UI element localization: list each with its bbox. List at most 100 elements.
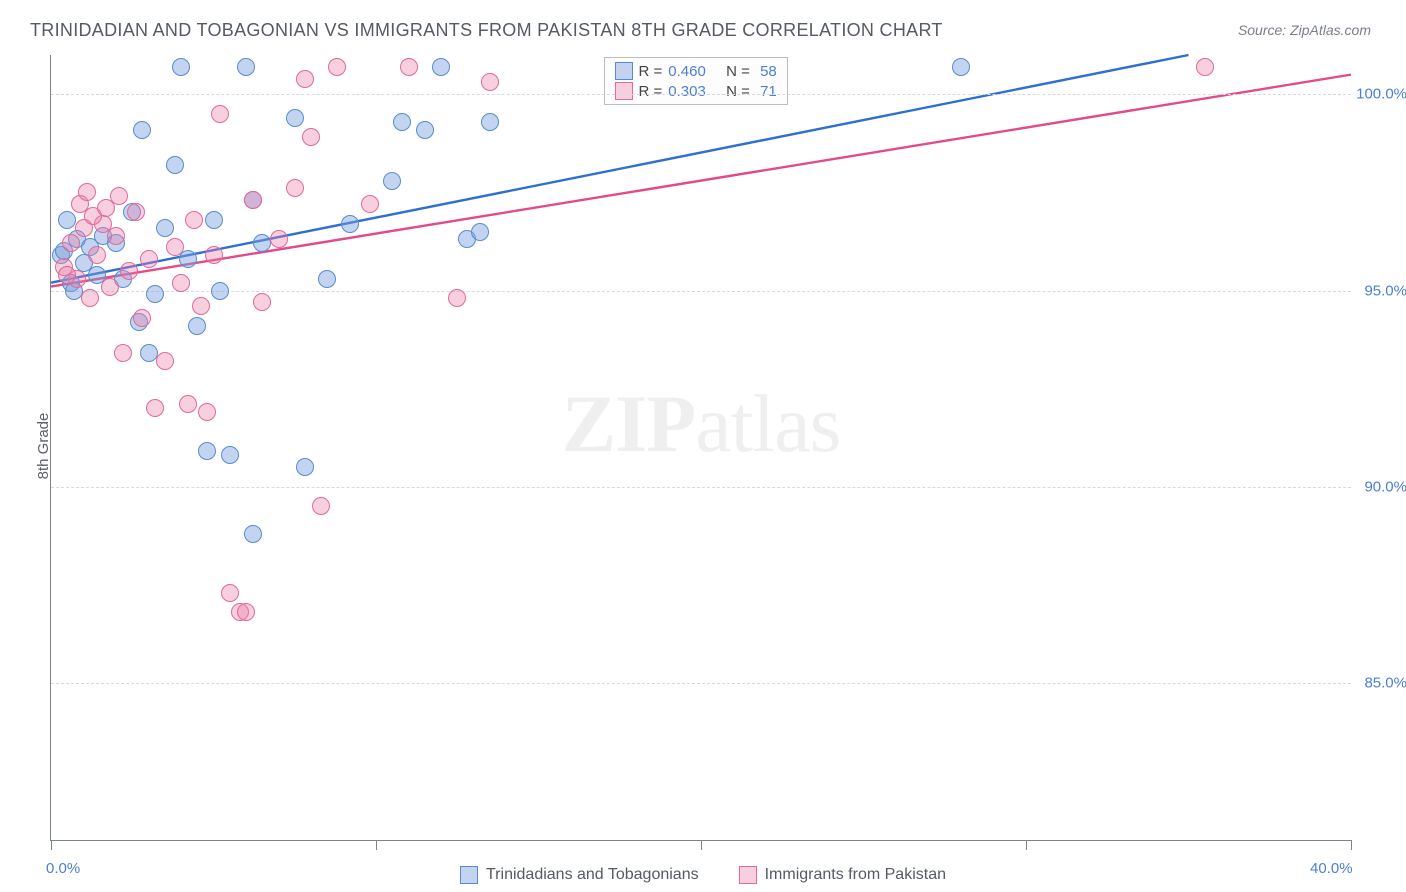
scatter-point-pakistan bbox=[179, 395, 197, 413]
scatter-point-pakistan bbox=[237, 603, 255, 621]
scatter-point-pakistan bbox=[185, 211, 203, 229]
source-attribution: Source: ZipAtlas.com bbox=[1238, 22, 1371, 38]
scatter-point-pakistan bbox=[286, 179, 304, 197]
stats-n-label: N = bbox=[726, 83, 750, 100]
stats-n-label: N = bbox=[726, 63, 750, 80]
scatter-point-trinidad bbox=[172, 58, 190, 76]
scatter-point-trinidad bbox=[286, 109, 304, 127]
scatter-point-trinidad bbox=[952, 58, 970, 76]
scatter-point-pakistan bbox=[192, 297, 210, 315]
y-tick-label: 85.0% bbox=[1364, 675, 1406, 692]
stats-row-trinidad: R = 0.460 N = 58 bbox=[615, 62, 777, 80]
scatter-point-pakistan bbox=[328, 58, 346, 76]
scatter-point-pakistan bbox=[88, 246, 106, 264]
scatter-point-trinidad bbox=[221, 446, 239, 464]
scatter-point-trinidad bbox=[481, 113, 499, 131]
scatter-point-pakistan bbox=[302, 128, 320, 146]
scatter-point-pakistan bbox=[270, 230, 288, 248]
scatter-point-pakistan bbox=[361, 195, 379, 213]
scatter-point-trinidad bbox=[296, 458, 314, 476]
scatter-point-pakistan bbox=[221, 584, 239, 602]
x-tick bbox=[51, 840, 52, 850]
scatter-point-trinidad bbox=[341, 215, 359, 233]
stats-swatch bbox=[615, 82, 633, 100]
scatter-point-pakistan bbox=[481, 73, 499, 91]
scatter-point-trinidad bbox=[318, 270, 336, 288]
scatter-point-pakistan bbox=[140, 250, 158, 268]
stats-n-value: 58 bbox=[756, 63, 777, 80]
x-tick-0: 0.0% bbox=[46, 860, 80, 877]
scatter-point-pakistan bbox=[156, 352, 174, 370]
scatter-point-pakistan bbox=[400, 58, 418, 76]
scatter-point-trinidad bbox=[198, 442, 216, 460]
scatter-point-pakistan bbox=[78, 183, 96, 201]
scatter-point-pakistan bbox=[296, 70, 314, 88]
scatter-point-pakistan bbox=[120, 262, 138, 280]
gridline bbox=[51, 487, 1351, 488]
y-tick-label: 100.0% bbox=[1356, 86, 1406, 103]
bottom-legend: Trinidadians and Tobagonians Immigrants … bbox=[0, 866, 1406, 884]
stats-legend: R = 0.460 N = 58R = 0.303 N = 71 bbox=[604, 57, 788, 105]
scatter-point-trinidad bbox=[146, 285, 164, 303]
legend-item-pakistan: Immigrants from Pakistan bbox=[739, 866, 946, 884]
x-tick bbox=[1351, 840, 1352, 850]
trend-lines-layer bbox=[51, 55, 1351, 840]
scatter-point-trinidad bbox=[471, 223, 489, 241]
plot-area: ZIPatlas R = 0.460 N = 58R = 0.303 N = 7… bbox=[50, 55, 1351, 841]
scatter-point-pakistan bbox=[205, 246, 223, 264]
scatter-point-pakistan bbox=[110, 187, 128, 205]
scatter-point-pakistan bbox=[101, 278, 119, 296]
scatter-point-trinidad bbox=[188, 317, 206, 335]
stats-r-value: 0.460 bbox=[668, 63, 706, 80]
scatter-point-trinidad bbox=[237, 58, 255, 76]
scatter-point-trinidad bbox=[393, 113, 411, 131]
scatter-point-pakistan bbox=[146, 399, 164, 417]
stats-r-value: 0.303 bbox=[668, 83, 706, 100]
scatter-point-pakistan bbox=[253, 293, 271, 311]
watermark: ZIPatlas bbox=[562, 377, 841, 471]
scatter-point-trinidad bbox=[432, 58, 450, 76]
gridline bbox=[51, 683, 1351, 684]
scatter-point-trinidad bbox=[383, 172, 401, 190]
gridline bbox=[51, 291, 1351, 292]
scatter-point-pakistan bbox=[107, 227, 125, 245]
scatter-point-pakistan bbox=[62, 234, 80, 252]
scatter-point-pakistan bbox=[244, 191, 262, 209]
x-tick bbox=[376, 840, 377, 850]
watermark-bold: ZIP bbox=[562, 378, 696, 469]
scatter-point-pakistan bbox=[58, 266, 76, 284]
watermark-rest: atlas bbox=[695, 378, 840, 469]
stats-r-label: R = bbox=[639, 63, 663, 80]
scatter-point-pakistan bbox=[133, 309, 151, 327]
legend-swatch-trinidad bbox=[460, 866, 478, 884]
scatter-point-pakistan bbox=[114, 344, 132, 362]
y-tick-label: 90.0% bbox=[1364, 478, 1406, 495]
y-tick-label: 95.0% bbox=[1364, 282, 1406, 299]
stats-r-label: R = bbox=[639, 83, 663, 100]
x-tick-40: 40.0% bbox=[1310, 860, 1353, 877]
scatter-point-trinidad bbox=[156, 219, 174, 237]
legend-item-trinidad: Trinidadians and Tobagonians bbox=[460, 866, 699, 884]
scatter-point-trinidad bbox=[205, 211, 223, 229]
scatter-point-trinidad bbox=[416, 121, 434, 139]
scatter-point-pakistan bbox=[172, 274, 190, 292]
scatter-point-pakistan bbox=[211, 105, 229, 123]
scatter-point-trinidad bbox=[166, 156, 184, 174]
scatter-point-pakistan bbox=[198, 403, 216, 421]
scatter-point-trinidad bbox=[253, 234, 271, 252]
gridline bbox=[51, 94, 1351, 95]
legend-label-trinidad: Trinidadians and Tobagonians bbox=[486, 866, 699, 884]
scatter-point-pakistan bbox=[448, 289, 466, 307]
scatter-point-pakistan bbox=[81, 289, 99, 307]
stats-n-value: 71 bbox=[756, 83, 777, 100]
scatter-point-trinidad bbox=[244, 525, 262, 543]
trend-line-pakistan bbox=[51, 75, 1351, 287]
x-tick bbox=[1026, 840, 1027, 850]
scatter-point-pakistan bbox=[166, 238, 184, 256]
x-tick bbox=[701, 840, 702, 850]
stats-swatch bbox=[615, 62, 633, 80]
stats-row-pakistan: R = 0.303 N = 71 bbox=[615, 82, 777, 100]
scatter-point-pakistan bbox=[127, 203, 145, 221]
scatter-point-trinidad bbox=[133, 121, 151, 139]
legend-label-pakistan: Immigrants from Pakistan bbox=[765, 866, 946, 884]
